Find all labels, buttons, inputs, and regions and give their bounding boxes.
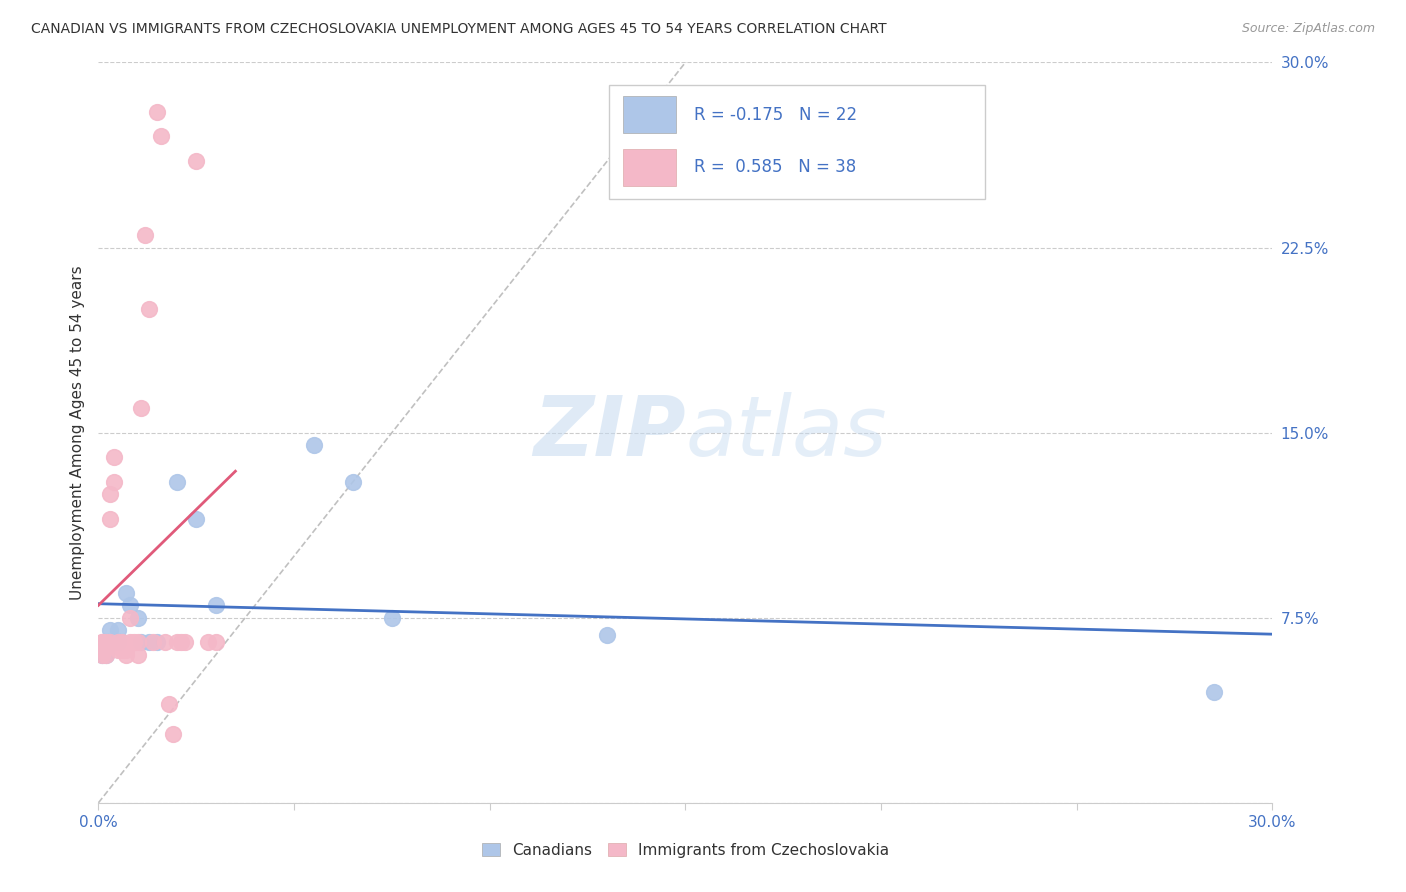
Point [1202, 685, 1225, 699]
Point [114, 648, 136, 662]
Point [596, 628, 619, 642]
Point [134, 228, 156, 243]
Point [107, 635, 129, 649]
Point [96, 635, 118, 649]
Point [114, 642, 136, 657]
Point [91, 648, 114, 662]
Point [91, 640, 114, 655]
Point [146, 104, 169, 119]
Point [96, 635, 118, 649]
Legend: Canadians, Immigrants from Czechoslovakia: Canadians, Immigrants from Czechoslovaki… [474, 835, 897, 865]
Point [162, 727, 184, 741]
Point [114, 586, 136, 600]
Point [118, 635, 141, 649]
Point [98, 635, 121, 649]
Point [103, 450, 125, 465]
Y-axis label: Unemployment Among Ages 45 to 54 years: Unemployment Among Ages 45 to 54 years [69, 265, 84, 600]
Point [91, 635, 114, 649]
Point [131, 401, 153, 415]
Point [122, 635, 145, 649]
Point [381, 610, 404, 624]
Point [103, 635, 125, 649]
Point [138, 635, 160, 649]
Point [127, 610, 149, 624]
Point [131, 635, 153, 649]
Text: R =  0.585   N = 38: R = 0.585 N = 38 [693, 158, 856, 177]
FancyBboxPatch shape [623, 96, 676, 133]
Point [118, 599, 141, 613]
Text: ZIP: ZIP [533, 392, 686, 473]
Point [96, 648, 118, 662]
Point [127, 648, 149, 662]
Point [157, 697, 180, 711]
FancyBboxPatch shape [623, 149, 676, 186]
Point [98, 623, 121, 637]
Point [205, 599, 228, 613]
Text: atlas: atlas [686, 392, 887, 473]
Point [146, 635, 169, 649]
Point [169, 635, 191, 649]
Point [91, 648, 114, 662]
Point [96, 640, 118, 655]
Point [98, 635, 121, 649]
Point [186, 154, 208, 169]
Point [150, 129, 173, 144]
Text: CANADIAN VS IMMIGRANTS FROM CZECHOSLOVAKIA UNEMPLOYMENT AMONG AGES 45 TO 54 YEAR: CANADIAN VS IMMIGRANTS FROM CZECHOSLOVAK… [31, 22, 887, 37]
Point [138, 302, 160, 317]
Point [98, 487, 121, 501]
Point [142, 635, 165, 649]
Point [166, 635, 188, 649]
Point [107, 642, 129, 657]
Text: R = -0.175   N = 22: R = -0.175 N = 22 [693, 105, 856, 123]
Point [166, 475, 188, 489]
Point [91, 635, 114, 649]
Point [153, 635, 176, 649]
Text: Source: ZipAtlas.com: Source: ZipAtlas.com [1241, 22, 1375, 36]
Point [96, 648, 118, 662]
Point [302, 438, 325, 452]
Point [118, 610, 141, 624]
FancyBboxPatch shape [609, 85, 984, 200]
Point [342, 475, 364, 489]
Point [98, 512, 121, 526]
Point [107, 623, 129, 637]
Point [197, 635, 219, 649]
Point [127, 635, 149, 649]
Point [111, 642, 134, 657]
Point [103, 475, 125, 489]
Point [186, 512, 208, 526]
Point [173, 635, 195, 649]
Point [205, 635, 228, 649]
Point [107, 635, 129, 649]
Point [111, 635, 134, 649]
